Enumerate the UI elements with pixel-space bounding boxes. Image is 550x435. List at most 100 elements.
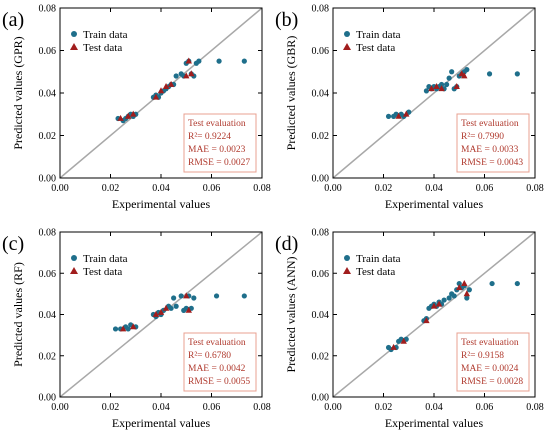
evaluation-title: Test evaluation (461, 119, 519, 129)
x-axis-label: Experimental values (385, 197, 484, 211)
y-tick-label: 0.02 (39, 351, 57, 362)
x-tick-label: 0.02 (102, 402, 120, 413)
evaluation-r2: R²= 0.9158 (461, 351, 504, 361)
evaluation-rmse: RMSE = 0.0028 (461, 377, 523, 387)
y-tick-label: 0.02 (39, 131, 57, 142)
test-point (157, 308, 165, 315)
test-point (188, 70, 195, 77)
train-point (451, 293, 457, 299)
y-axis-label: Predicted values (RF) (11, 262, 25, 367)
x-tick-label: 0.00 (51, 402, 69, 413)
train-point (438, 81, 445, 88)
test-point (400, 337, 407, 344)
panel-label: (a) (2, 9, 24, 31)
test-point (185, 306, 192, 313)
train-point (446, 295, 452, 301)
evaluation-box (456, 113, 530, 173)
train-point (464, 67, 470, 73)
x-tick-label: 0.00 (324, 183, 342, 194)
train-point (514, 280, 520, 287)
train-point (173, 73, 179, 79)
evaluation-title: Test evaluation (188, 119, 246, 129)
legend-test-label: Test data (83, 266, 122, 278)
legend-train-label: Train data (356, 253, 401, 265)
train-point (464, 295, 470, 301)
x-tick-label: 0.04 (425, 183, 443, 194)
test-point (117, 114, 124, 121)
evaluation-title: Test evaluation (461, 338, 519, 348)
test-point (185, 57, 192, 64)
test-point (157, 87, 165, 94)
legend-train-label: Train data (83, 253, 128, 265)
x-tick-label: 0.06 (203, 402, 221, 413)
legend-train-marker (71, 31, 77, 37)
x-axis-label: Experimental values (385, 416, 484, 430)
chart-panel: 0.000.00 0.02 0.02 0.04 0.04 0.06 0.06 0.08 0.08… (275, 4, 544, 212)
x-tick-label: 0.06 (476, 402, 494, 413)
y-tick-label: 0.04 (312, 89, 330, 100)
y-tick-label: 0.02 (312, 131, 330, 142)
test-point (162, 83, 170, 90)
evaluation-mae: MAE = 0.0042 (188, 364, 246, 374)
test-point (453, 83, 460, 90)
legend-test-label: Test data (356, 266, 395, 278)
evaluation-r2: R²= 0.9224 (188, 132, 231, 142)
evaluation-mae: MAE = 0.0024 (461, 364, 519, 374)
evaluation-rmse: RMSE = 0.0043 (461, 158, 523, 168)
y-tick-label: 0.08 (312, 228, 330, 239)
y-axis-label: Predicted values (ANN) (284, 257, 298, 373)
train-point (168, 305, 174, 311)
train-point (241, 58, 247, 64)
train-point (444, 81, 450, 88)
test-point (403, 110, 410, 117)
legend-train-marker (344, 31, 350, 37)
test-point (438, 85, 445, 92)
test-point (461, 279, 468, 286)
test-point (456, 284, 463, 291)
test-point (183, 72, 190, 79)
y-tick-label: 0.00 (312, 393, 330, 404)
identity-line (332, 7, 536, 179)
test-point (463, 290, 471, 297)
panel-label: (c) (2, 233, 24, 255)
evaluation-r2: R²= 0.6780 (188, 351, 231, 361)
legend-test-marker (343, 267, 351, 274)
evaluation-rmse: RMSE = 0.0027 (188, 158, 250, 168)
x-tick-label: 0.08 (526, 402, 544, 413)
test-point (423, 317, 430, 324)
legend-test-marker (70, 267, 78, 274)
test-point (152, 310, 160, 317)
chart-panel: 0.000.00 0.02 0.02 0.04 0.04 0.06 0.06 0.08 0.08… (275, 228, 544, 431)
evaluation-mae: MAE = 0.0033 (461, 145, 519, 155)
x-tick-label: 0.00 (324, 402, 342, 413)
evaluation-box (456, 332, 530, 392)
train-point (178, 293, 184, 299)
x-tick-label: 0.04 (152, 402, 170, 413)
y-tick-label: 0.04 (312, 310, 330, 321)
train-point (456, 280, 462, 287)
x-axis-label: Experimental values (112, 416, 211, 430)
y-axis-label: Predicted values (GPR) (11, 36, 25, 149)
test-point (435, 300, 443, 307)
train-point (514, 71, 520, 77)
test-point (433, 83, 440, 90)
train-point (449, 69, 455, 75)
y-tick-label: 0.02 (312, 351, 330, 362)
legend-train-marker (344, 255, 350, 261)
train-point (385, 113, 392, 119)
y-tick-label: 0.08 (39, 4, 57, 15)
y-tick-label: 0.06 (39, 269, 57, 280)
train-point (191, 295, 197, 301)
legend-test-label: Test data (356, 42, 395, 54)
y-tick-label: 0.04 (39, 89, 57, 100)
test-point (124, 112, 132, 119)
evaluation-mae: MAE = 0.0023 (188, 145, 246, 155)
x-tick-label: 0.04 (152, 183, 170, 194)
test-point (428, 85, 435, 92)
evaluation-r2: R²= 0.7990 (461, 132, 504, 142)
x-axis-label: Experimental values (112, 197, 211, 211)
chart-panel: 0.000.00 0.02 0.02 0.04 0.04 0.06 0.06 0.08 0.08… (2, 228, 271, 431)
x-tick-label: 0.02 (102, 183, 120, 194)
train-point (486, 71, 493, 77)
